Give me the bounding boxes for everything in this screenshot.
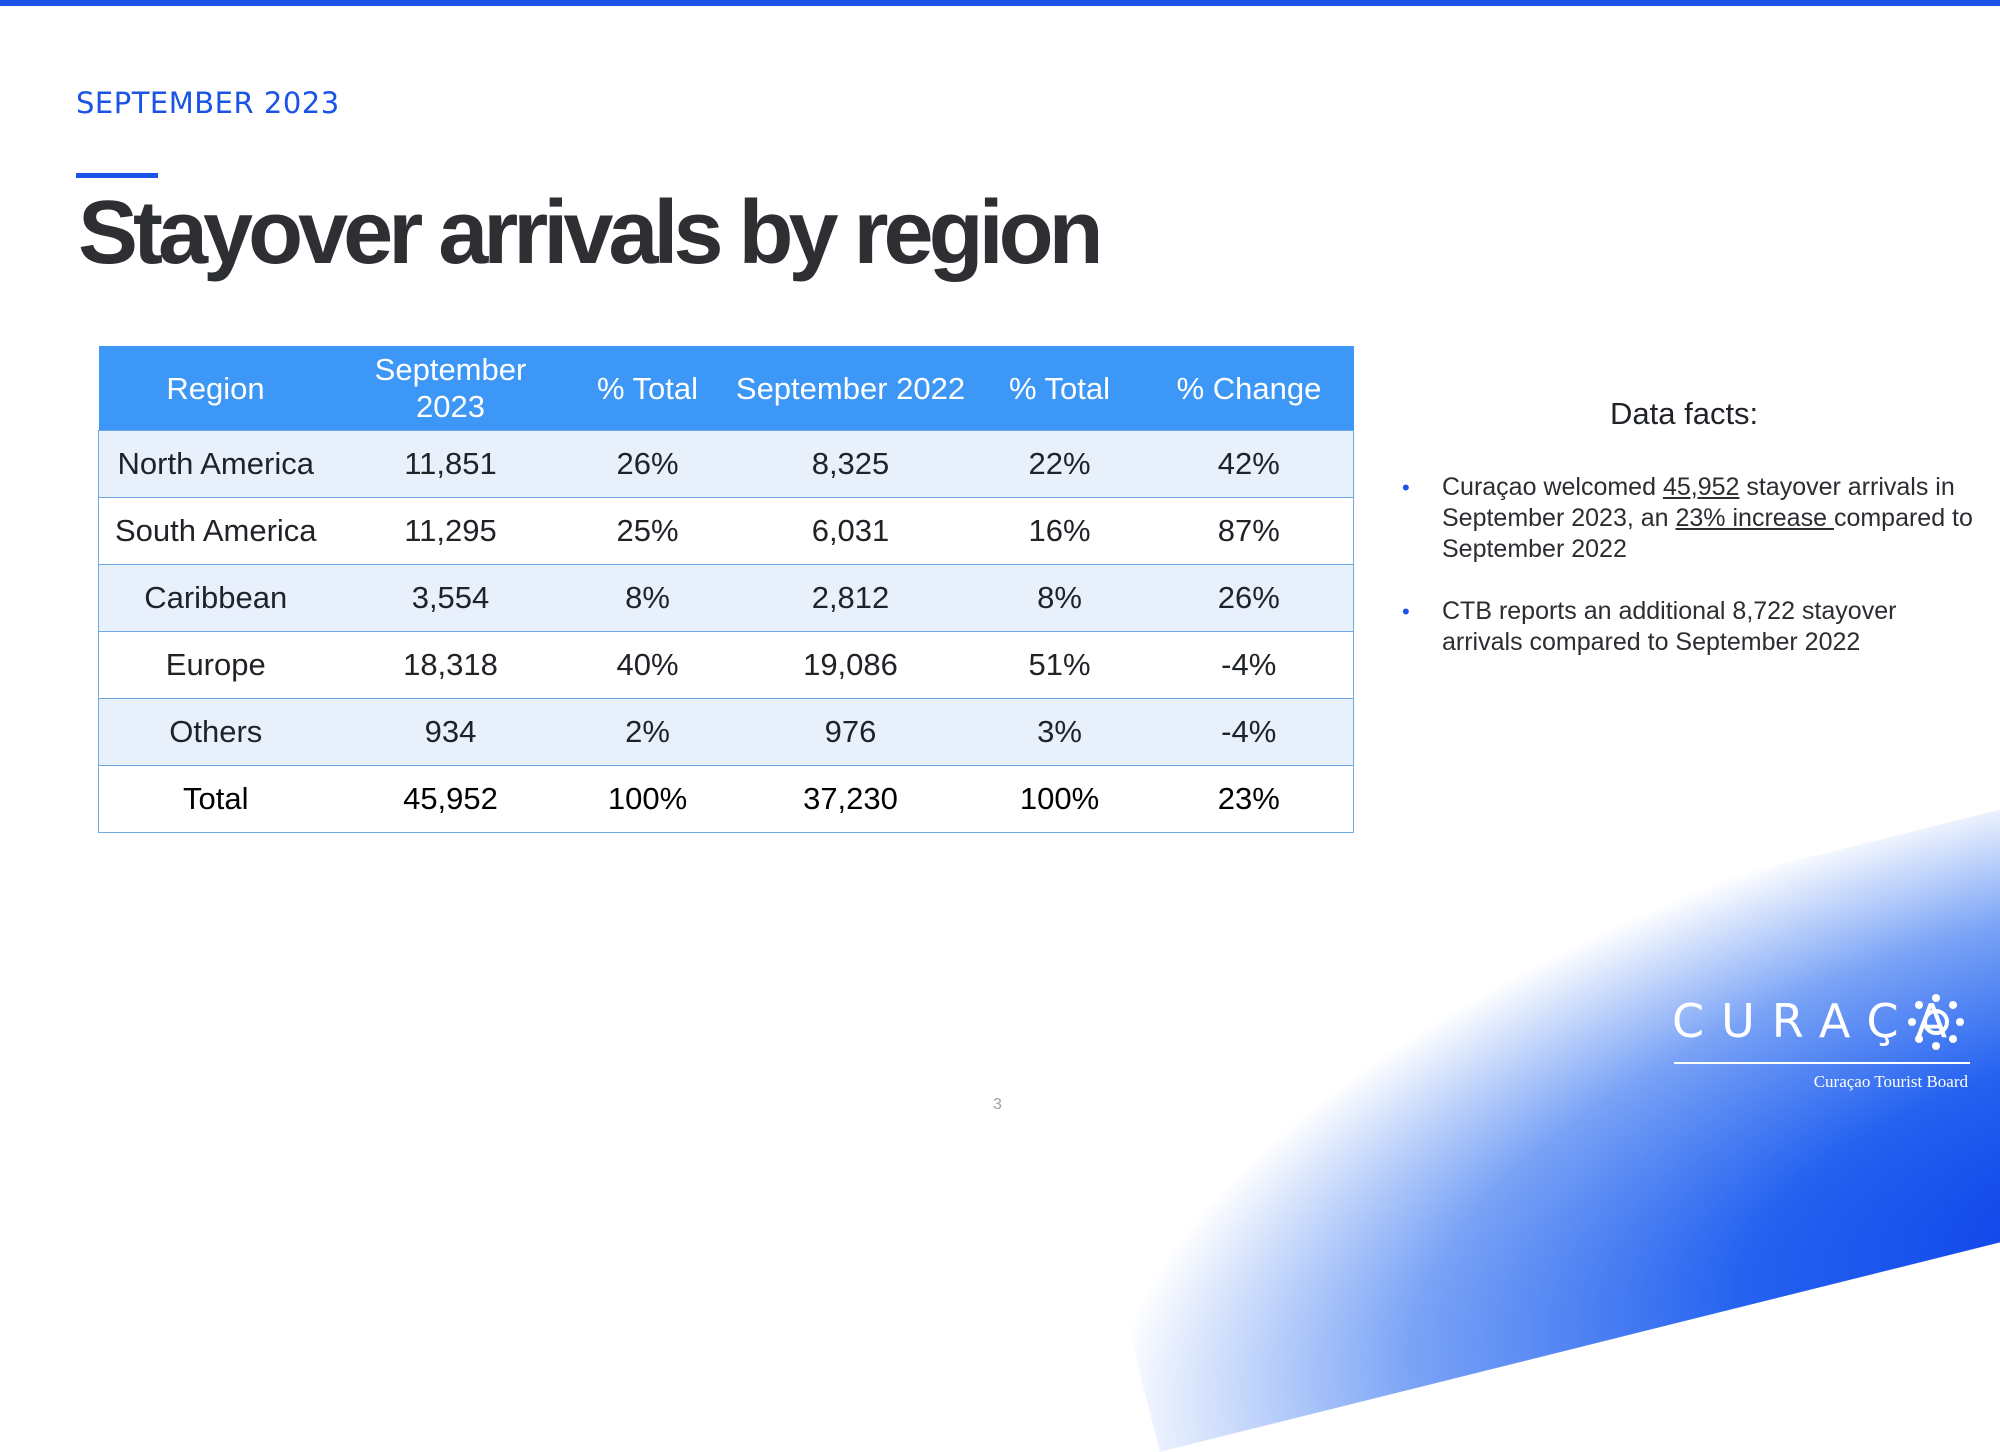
fact-text: compared to September 2022	[1442, 504, 1973, 563]
cell-sep-2022: 6,031	[726, 497, 975, 565]
table-row: Europe 18,318 40% 19,086 51% -4%	[98, 631, 1354, 699]
cell-total-pct-2023: 100%	[568, 765, 727, 833]
cell-sep-2022: 8,325	[726, 430, 975, 498]
cell-pct-change: 26%	[1144, 564, 1354, 632]
cell-region: Europe	[98, 631, 333, 699]
cell-sep-2023: 18,318	[332, 631, 569, 699]
col-header-region: Region	[98, 346, 333, 431]
cell-pct-change: 87%	[1144, 497, 1354, 565]
page-title: Stayover arrivals by region	[78, 183, 1104, 283]
cell-pct-total-2023: 2%	[568, 698, 727, 766]
cell-total-sep-2023: 45,952	[332, 765, 569, 833]
section-kicker: SEPTEMBER 2023	[76, 86, 340, 120]
cell-region: Others	[98, 698, 333, 766]
fact-item: • CTB reports an additional 8,722 stayov…	[1400, 596, 1980, 658]
table-row: North America 11,851 26% 8,325 22% 42%	[98, 430, 1354, 498]
cell-pct-change: 42%	[1144, 430, 1354, 498]
cell-pct-change: -4%	[1144, 631, 1354, 699]
curacao-logo: CURAÇA Curaçao Tourist Board	[1672, 992, 1972, 1102]
fact-item: • Curaçao welcomed 45,952 stayover arriv…	[1400, 472, 1980, 565]
page-number: 3	[993, 1096, 1002, 1113]
col-header-sep-2022: September 2022	[726, 346, 975, 431]
data-facts-heading: Data facts:	[1610, 396, 1759, 431]
fact-text: CTB reports an additional 8,722 stayover…	[1442, 597, 1897, 656]
bullet-icon: •	[1402, 475, 1410, 500]
table-row: South America 11,295 25% 6,031 16% 87%	[98, 497, 1354, 565]
fact-increase-highlight: 23% increase	[1675, 504, 1834, 532]
title-accent-line	[76, 173, 158, 178]
col-header-pct-change: % Change	[1144, 346, 1354, 431]
cell-pct-total-2023: 40%	[568, 631, 727, 699]
corner-blue-gradient	[1058, 802, 2000, 1452]
cell-pct-total-2022: 3%	[974, 698, 1145, 766]
logo-subtitle: Curaçao Tourist Board	[1813, 1072, 1968, 1091]
cell-sep-2023: 11,295	[332, 497, 569, 565]
col-header-sep-2023: September 2023	[332, 346, 569, 431]
cell-pct-total-2022: 16%	[974, 497, 1145, 565]
bullet-icon: •	[1402, 599, 1410, 624]
cell-pct-total-2022: 22%	[974, 430, 1145, 498]
cell-total-label: Total	[98, 765, 333, 833]
cell-sep-2023: 934	[332, 698, 569, 766]
col-header-pct-total-2023: % Total	[568, 346, 727, 431]
col-header-pct-total-2022: % Total	[974, 346, 1145, 431]
logo-wordmark: CURAÇA	[1672, 994, 1965, 1048]
cell-sep-2023: 11,851	[332, 430, 569, 498]
table-header-row: Region September 2023 % Total September …	[98, 346, 1354, 431]
cell-sep-2022: 976	[726, 698, 975, 766]
cell-total-pct-2022: 100%	[974, 765, 1145, 833]
fact-text: stayover arrivals in September 2023, an	[1442, 473, 1955, 532]
cell-sep-2023: 3,554	[332, 564, 569, 632]
top-accent-bar	[0, 0, 2000, 6]
cell-region: Caribbean	[98, 564, 333, 632]
sun-icon	[1908, 994, 1964, 1050]
cell-pct-total-2022: 51%	[974, 631, 1145, 699]
table-total-row: Total 45,952 100% 37,230 100% 23%	[98, 765, 1354, 833]
arrivals-table: Region September 2023 % Total September …	[98, 346, 1354, 833]
cell-pct-total-2023: 25%	[568, 497, 727, 565]
fact-text: Curaçao welcomed	[1442, 473, 1663, 501]
logo-divider	[1674, 1062, 1970, 1064]
table-row: Others 934 2% 976 3% -4%	[98, 698, 1354, 766]
cell-pct-total-2023: 8%	[568, 564, 727, 632]
cell-total-sep-2022: 37,230	[726, 765, 975, 833]
data-facts-list: • Curaçao welcomed 45,952 stayover arriv…	[1400, 472, 1980, 689]
cell-region: South America	[98, 497, 333, 565]
cell-total-pct-change: 23%	[1144, 765, 1354, 833]
cell-region: North America	[98, 430, 333, 498]
cell-sep-2022: 2,812	[726, 564, 975, 632]
cell-pct-total-2023: 26%	[568, 430, 727, 498]
fact-arrivals-highlight: 45,952	[1662, 473, 1740, 501]
cell-pct-total-2022: 8%	[974, 564, 1145, 632]
table-row: Caribbean 3,554 8% 2,812 8% 26%	[98, 564, 1354, 632]
cell-pct-change: -4%	[1144, 698, 1354, 766]
cell-sep-2022: 19,086	[726, 631, 975, 699]
